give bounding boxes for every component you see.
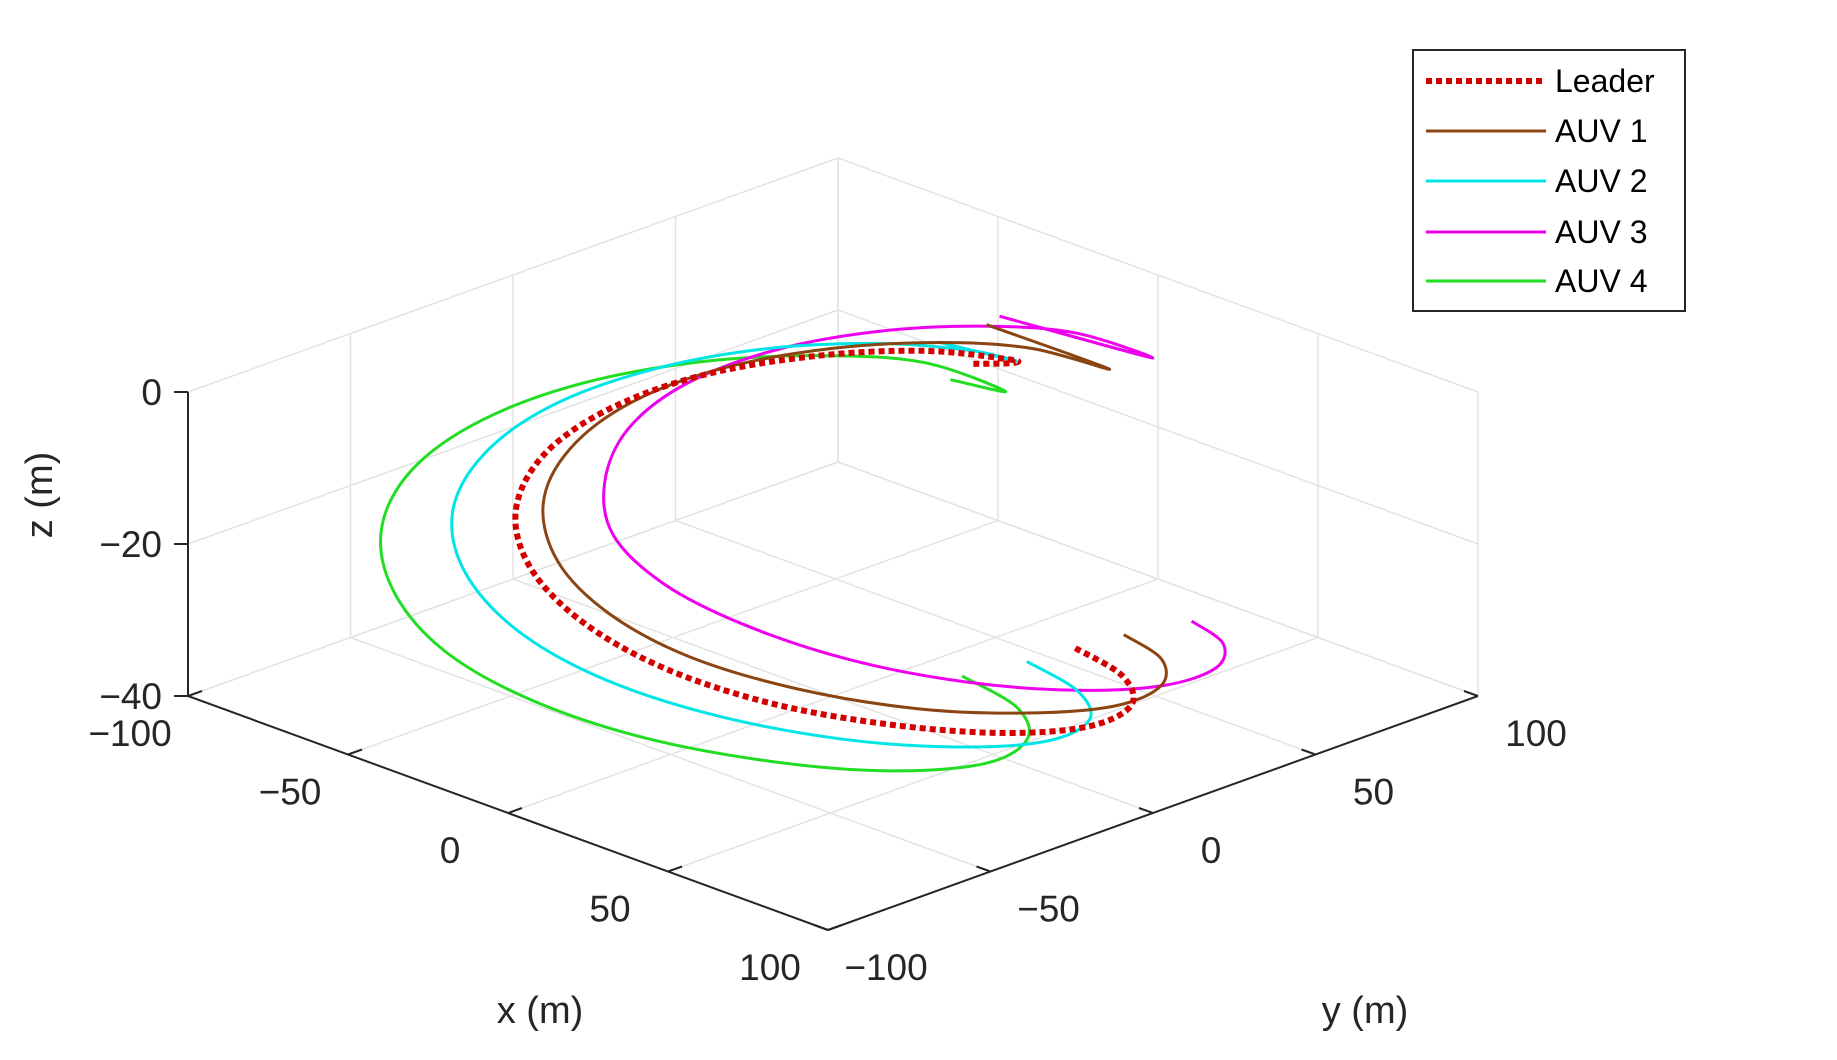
legend-label-leader: Leader bbox=[1555, 63, 1655, 99]
axis-grid bbox=[187, 157, 1479, 931]
z-tick-label: −40 bbox=[99, 676, 162, 717]
y-tick-mark bbox=[1463, 690, 1479, 697]
y-tick-label: −100 bbox=[844, 947, 927, 988]
wall-x-grid-h bbox=[187, 309, 839, 545]
y-tick-label: 100 bbox=[1505, 713, 1567, 754]
legend-label-auv1: AUV 1 bbox=[1555, 113, 1647, 149]
x-tick-label: −100 bbox=[88, 713, 171, 754]
y-tick-label: 50 bbox=[1353, 772, 1394, 813]
y-tick-mark bbox=[976, 865, 991, 873]
series-line-auv-1 bbox=[541, 323, 1168, 715]
x-tick-mark bbox=[827, 924, 843, 931]
x-tick-label: 100 bbox=[739, 947, 801, 988]
x-tick-mark bbox=[507, 807, 523, 814]
floor-grid-y bbox=[350, 636, 991, 873]
y-tick-mark bbox=[1138, 807, 1154, 814]
legend: Leader AUV 1 AUV 2 AUV 3 AUV 4 bbox=[1412, 49, 1686, 312]
x-tick-label: −50 bbox=[259, 772, 322, 813]
wall-x-grid-h bbox=[187, 461, 839, 697]
series-line-auv-4 bbox=[379, 354, 1031, 773]
wall-y-grid-h bbox=[837, 461, 1479, 697]
z-axis-label: z (m) bbox=[19, 452, 61, 539]
y-tick-mark bbox=[813, 924, 829, 931]
series-line-leader bbox=[512, 347, 1137, 737]
tick-labels: −100 −50 0 50 100 −100 −50 0 50 100 −40 −20 0 bbox=[88, 372, 1567, 988]
z-tick-label: −20 bbox=[99, 524, 162, 565]
wall-y-grid-h bbox=[837, 157, 1479, 393]
series-lines bbox=[379, 314, 1227, 773]
legend-label-auv4: AUV 4 bbox=[1555, 263, 1647, 299]
legend-label-auv2: AUV 2 bbox=[1555, 163, 1647, 199]
y-tick-label: 0 bbox=[1201, 830, 1222, 871]
wall-x-grid-h bbox=[187, 157, 839, 393]
y-tick-label: −50 bbox=[1017, 889, 1080, 930]
legend-label-auv3: AUV 3 bbox=[1555, 214, 1647, 250]
z-tick-label: 0 bbox=[141, 372, 162, 413]
x-tick-mark bbox=[187, 690, 203, 697]
x-tick-mark bbox=[667, 865, 683, 873]
y-tick-mark bbox=[1301, 748, 1316, 756]
x-axis-label: x (m) bbox=[497, 990, 584, 1032]
x-tick-label: 0 bbox=[440, 830, 461, 871]
series-line-auv-2 bbox=[450, 340, 1093, 749]
series-line-auv-3 bbox=[602, 314, 1227, 692]
floor-grid-y bbox=[675, 519, 1316, 756]
x-tick-label: 50 bbox=[589, 889, 630, 930]
x-tick-mark bbox=[347, 748, 363, 756]
y-axis-label: y (m) bbox=[1322, 990, 1409, 1032]
